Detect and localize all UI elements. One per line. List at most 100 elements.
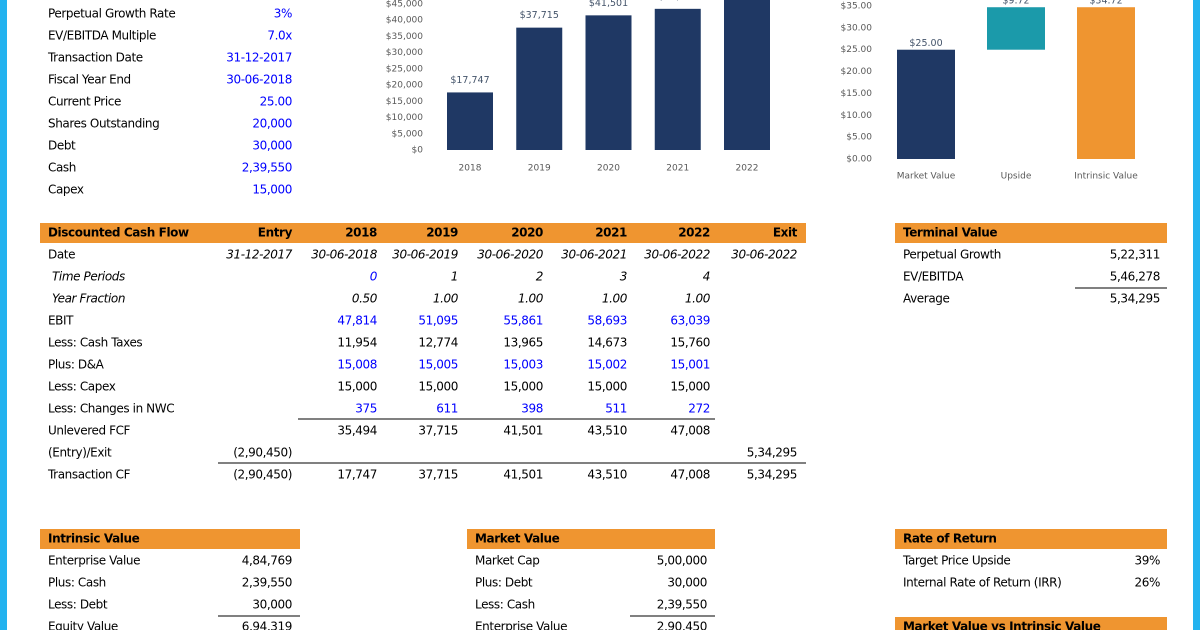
cell-value: 0 bbox=[370, 270, 378, 284]
cell-value: 30-06-2021 bbox=[561, 248, 627, 262]
cell-value: (2,90,450) bbox=[233, 446, 292, 460]
cell-value: 15,000 bbox=[587, 380, 627, 394]
header-text: Rate of Return bbox=[903, 532, 997, 546]
row-label: (Entry)/Exit bbox=[48, 446, 112, 460]
y-tick-label: $40,000 bbox=[386, 16, 423, 26]
cell-value: 3 bbox=[620, 270, 627, 284]
cell-value: 47,814 bbox=[337, 314, 377, 328]
cell-value: 0.50 bbox=[352, 292, 378, 306]
y-tick-label: $35.00 bbox=[841, 2, 873, 12]
waterfall-bar bbox=[1077, 7, 1135, 160]
cell-value: 2,39,550 bbox=[242, 576, 292, 590]
bar bbox=[724, 0, 770, 151]
cell-value: 15,760 bbox=[670, 336, 710, 350]
cell-value: 2,39,550 bbox=[657, 598, 707, 612]
y-tick-label: $15,000 bbox=[386, 97, 423, 107]
input-value: 3% bbox=[274, 7, 292, 21]
table-header bbox=[40, 529, 300, 549]
cell-value: 15,000 bbox=[503, 380, 543, 394]
cell-value: 35,494 bbox=[337, 424, 377, 438]
x-tick-label: 2018 bbox=[459, 164, 482, 174]
cell-value: 30,000 bbox=[667, 576, 707, 590]
y-tick-label: $5,000 bbox=[392, 129, 424, 139]
row-label: Plus: D&A bbox=[48, 358, 105, 372]
cell-value: (2,90,450) bbox=[233, 468, 292, 482]
y-tick-label: $30,000 bbox=[386, 48, 423, 58]
cell-value: 12,774 bbox=[418, 336, 458, 350]
row-label: Unlevered FCF bbox=[48, 424, 131, 438]
cell-value: 511 bbox=[605, 402, 627, 416]
input-label: Debt bbox=[48, 139, 76, 153]
bar bbox=[447, 92, 493, 150]
y-tick-label: $20,000 bbox=[386, 81, 423, 91]
x-tick-label: Upside bbox=[1001, 172, 1032, 182]
cell-value: 51,095 bbox=[418, 314, 458, 328]
header-text: Market Value vs Intrinsic Value bbox=[903, 620, 1101, 630]
cell-value: 15,002 bbox=[587, 358, 627, 372]
y-tick-label: $10.00 bbox=[841, 111, 873, 121]
y-tick-label: $0.00 bbox=[846, 155, 872, 165]
input-value: 20,000 bbox=[252, 117, 292, 131]
cell-value: 5,34,295 bbox=[1110, 292, 1160, 306]
cell-value: 272 bbox=[688, 402, 710, 416]
input-label: Fiscal Year End bbox=[48, 73, 131, 87]
header-text: 2018 bbox=[345, 226, 377, 240]
cell-value: 5,34,295 bbox=[747, 468, 797, 482]
y-tick-label: $5.00 bbox=[846, 133, 872, 143]
cell-value: 30-06-2022 bbox=[644, 248, 710, 262]
row-label: Enterprise Value bbox=[48, 554, 140, 568]
x-tick-label: 2019 bbox=[528, 164, 551, 174]
cell-value: 1.00 bbox=[685, 292, 711, 306]
header-text: Discounted Cash Flow bbox=[48, 226, 189, 240]
row-label: Target Price Upside bbox=[902, 554, 1010, 568]
value-label: $41,501 bbox=[589, 0, 628, 9]
cell-value: 5,34,295 bbox=[747, 446, 797, 460]
cell-value: 30,000 bbox=[252, 598, 292, 612]
table-header bbox=[895, 529, 1167, 549]
row-label: Less: Cash bbox=[475, 598, 535, 612]
y-tick-label: $25.00 bbox=[841, 45, 873, 55]
row-label: Less: Capex bbox=[48, 380, 116, 394]
cell-value: 15,000 bbox=[670, 380, 710, 394]
cell-value: 6,94,319 bbox=[242, 620, 292, 630]
cell-value: 4,84,769 bbox=[242, 554, 292, 568]
y-tick-label: $15.00 bbox=[841, 89, 873, 99]
cell-value: 15,003 bbox=[503, 358, 543, 372]
input-label: Shares Outstanding bbox=[48, 117, 159, 131]
cell-value: 47,008 bbox=[670, 424, 710, 438]
cell-value: 63,039 bbox=[670, 314, 710, 328]
cell-value: 41,501 bbox=[503, 424, 543, 438]
cell-value: 30-06-2019 bbox=[392, 248, 458, 262]
y-tick-label: $35,000 bbox=[386, 32, 423, 42]
cell-value: 30-06-2022 bbox=[731, 248, 797, 262]
row-label: Perpetual Growth bbox=[903, 248, 1001, 262]
y-tick-label: $30.00 bbox=[841, 23, 873, 33]
cell-value: 4 bbox=[703, 270, 710, 284]
input-value: 7.0x bbox=[267, 29, 292, 43]
y-tick-label: $45,000 bbox=[386, 0, 423, 10]
header-text: Entry bbox=[258, 226, 293, 240]
cell-value: 1.00 bbox=[602, 292, 628, 306]
table-header bbox=[40, 223, 806, 243]
cell-value: 15,000 bbox=[418, 380, 458, 394]
x-tick-label: Intrinsic Value bbox=[1074, 172, 1138, 182]
row-label: Equity Value bbox=[48, 620, 118, 630]
cell-value: 1 bbox=[451, 270, 458, 284]
header-text: 2020 bbox=[511, 226, 543, 240]
y-tick-label: $25,000 bbox=[386, 64, 423, 74]
row-label: Time Periods bbox=[52, 270, 125, 284]
bar bbox=[654, 8, 701, 150]
cell-value: 14,673 bbox=[587, 336, 627, 350]
input-label: Perpetual Growth Rate bbox=[48, 7, 175, 21]
cell-value: 43,510 bbox=[587, 468, 627, 482]
cell-value: 58,693 bbox=[587, 314, 627, 328]
value-label: $34.72 bbox=[1089, 0, 1122, 7]
table-header bbox=[895, 223, 1167, 243]
cell-value: 15,000 bbox=[337, 380, 377, 394]
header-text: 2021 bbox=[595, 226, 627, 240]
cell-value: 37,715 bbox=[418, 468, 458, 482]
table-header bbox=[895, 617, 1167, 630]
cell-value: 375 bbox=[355, 402, 377, 416]
cell-value: 43,510 bbox=[587, 424, 627, 438]
